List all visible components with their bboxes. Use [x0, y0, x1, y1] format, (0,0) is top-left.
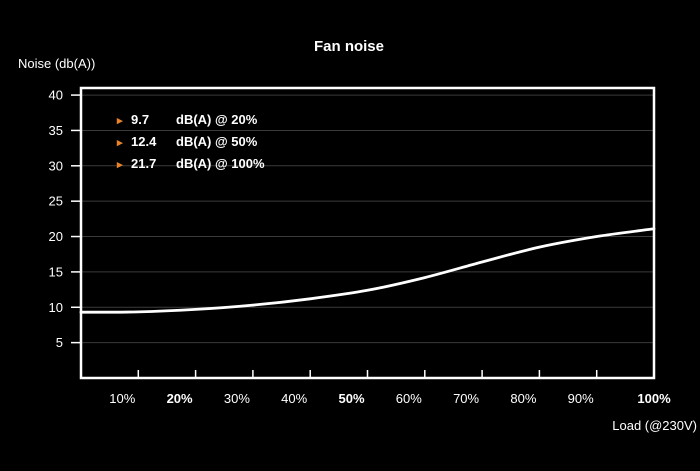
annotation-text: dB(A) @ 100%	[176, 156, 265, 171]
y-tick-label: 40	[49, 88, 63, 103]
x-tick-label: 80%	[510, 391, 536, 406]
x-tick-label: 90%	[568, 391, 594, 406]
series-line	[79, 227, 656, 314]
annotations: ▸ 9.7 dB(A) @ 20% ▸ 12.4 dB(A) @ 50% ▸ 21.7 dB(A…	[116, 112, 265, 171]
y-tick-label: 15	[49, 264, 63, 279]
x-tick-label: 70%	[453, 391, 479, 406]
y-tick-label: 20	[49, 229, 63, 244]
x-tick-label: 50%	[338, 391, 364, 406]
y-tick-label: 25	[49, 194, 63, 209]
y-tick-label: 35	[49, 123, 63, 138]
annotation-value: 9.7	[131, 112, 149, 127]
chart-title: Fan noise	[314, 38, 384, 55]
series-layer	[79, 227, 656, 314]
x-tick-label: 40%	[281, 391, 307, 406]
y-axis-label: Noise (db(A))	[18, 56, 95, 71]
annotation-text: dB(A) @ 50%	[176, 134, 258, 149]
annotation-value: 12.4	[131, 134, 157, 149]
x-tick-label: 60%	[396, 391, 422, 406]
x-tick-label: 100%	[637, 391, 671, 406]
x-tick-label: 10%	[109, 391, 135, 406]
annotation-marker: ▸	[116, 115, 123, 127]
y-tick-label: 10	[49, 300, 63, 315]
annotation-text: dB(A) @ 20%	[176, 112, 258, 127]
y-tick-label: 5	[56, 335, 63, 350]
y-tick-label: 30	[49, 158, 63, 173]
x-tick-labels: 10% 20% 30% 40% 50% 60% 70% 80% 90% 100%	[109, 370, 671, 406]
y-tick-labels: 5 10 15 20 25 30 35 40	[49, 88, 81, 350]
annotation-marker: ▸	[116, 159, 123, 171]
x-axis-label: Load (@230V)	[612, 418, 697, 433]
annotation-value: 21.7	[131, 156, 156, 171]
plot-frame	[79, 86, 656, 380]
x-tick-label: 20%	[167, 391, 193, 406]
grid-lines	[81, 94, 654, 344]
x-tick-label: 30%	[224, 391, 250, 406]
annotation-marker: ▸	[116, 137, 123, 149]
